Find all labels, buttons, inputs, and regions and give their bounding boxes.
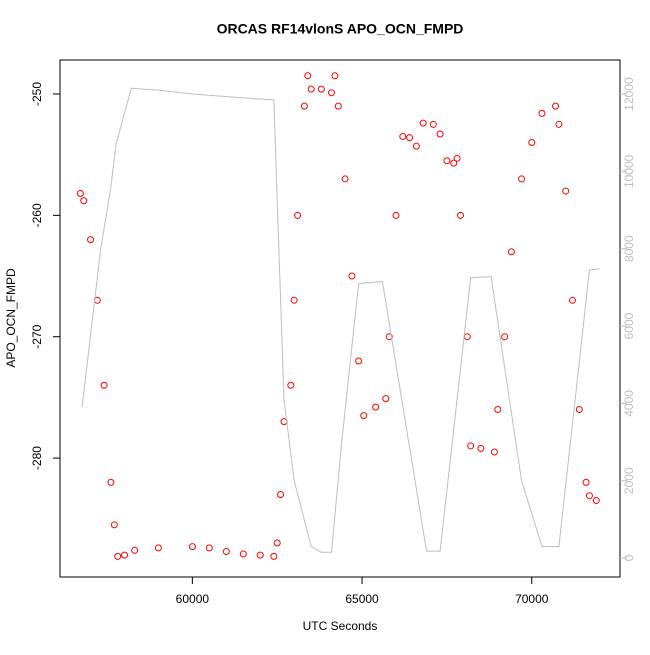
plot-frame xyxy=(59,59,621,578)
data-point xyxy=(477,444,485,452)
data-point xyxy=(317,85,325,93)
data-point xyxy=(355,357,363,365)
x-tick-label: 70000 xyxy=(515,592,549,606)
data-point xyxy=(429,120,437,128)
data-point xyxy=(307,85,315,93)
data-point xyxy=(304,72,312,80)
data-point xyxy=(467,442,475,450)
data-point xyxy=(568,296,576,304)
data-point xyxy=(331,72,339,80)
x-tick-label: 65000 xyxy=(345,592,379,606)
y-tick-label: -250 xyxy=(30,82,44,106)
data-point xyxy=(592,497,600,505)
data-point xyxy=(412,142,420,150)
y2-tick-label: 12000 xyxy=(622,77,636,111)
data-point xyxy=(222,548,230,556)
data-point xyxy=(382,395,390,403)
y-tick-label: -280 xyxy=(30,446,44,470)
data-point xyxy=(294,211,302,219)
data-point xyxy=(76,189,84,197)
x-tick-label: 60000 xyxy=(176,592,210,606)
data-point xyxy=(205,544,213,552)
data-point xyxy=(256,551,264,559)
data-point xyxy=(456,211,464,219)
data-point xyxy=(334,102,342,110)
data-point xyxy=(443,157,451,165)
data-point xyxy=(80,197,88,205)
data-point xyxy=(107,478,115,486)
data-point xyxy=(453,154,461,162)
data-point xyxy=(300,102,308,110)
data-point xyxy=(385,333,393,341)
chart-title: ORCAS RF14vlonS APO_OCN_FMPD xyxy=(217,21,464,37)
y2-tick-label: 10000 xyxy=(622,154,636,188)
y-tick-label: -270 xyxy=(30,324,44,348)
data-point xyxy=(399,132,407,140)
data-point xyxy=(562,187,570,195)
data-point xyxy=(392,211,400,219)
x-axis-label: UTC Seconds xyxy=(303,619,378,633)
data-point xyxy=(575,406,583,414)
y-tick-label: -260 xyxy=(30,203,44,227)
data-point xyxy=(154,544,162,552)
data-point xyxy=(538,109,546,117)
data-point xyxy=(290,296,298,304)
data-point xyxy=(341,175,349,183)
data-point xyxy=(287,381,295,389)
y2-tick-label: 8000 xyxy=(622,235,636,262)
data-point xyxy=(507,248,515,256)
data-point xyxy=(494,406,502,414)
data-point xyxy=(131,546,139,554)
data-point xyxy=(582,478,590,486)
data-point xyxy=(277,490,285,498)
data-point xyxy=(328,89,336,97)
data-point xyxy=(552,102,560,110)
data-point xyxy=(114,552,122,560)
data-point xyxy=(501,333,509,341)
data-point xyxy=(110,521,118,529)
data-point xyxy=(87,236,95,244)
y2-tick-label: 2000 xyxy=(622,467,636,494)
data-point xyxy=(360,412,368,420)
data-point xyxy=(372,403,380,411)
data-point xyxy=(555,120,563,128)
data-point xyxy=(436,130,444,138)
data-point xyxy=(419,119,427,127)
data-point xyxy=(585,492,593,500)
data-point xyxy=(239,550,247,558)
data-point xyxy=(490,448,498,456)
data-point xyxy=(270,552,278,560)
y2-tick-label: 4000 xyxy=(622,390,636,417)
data-point xyxy=(100,381,108,389)
data-point xyxy=(120,551,128,559)
y2-tick-label: 6000 xyxy=(622,312,636,339)
data-point xyxy=(188,543,196,551)
data-point xyxy=(528,139,536,147)
data-point xyxy=(518,175,526,183)
data-point xyxy=(450,159,458,167)
y2-tick-label: 0 xyxy=(622,554,636,561)
altitude-line xyxy=(81,87,600,553)
data-point xyxy=(406,134,414,142)
data-point xyxy=(273,539,281,547)
y-axis-label: APO_OCN_FMPD xyxy=(4,268,18,368)
data-point xyxy=(348,272,356,280)
